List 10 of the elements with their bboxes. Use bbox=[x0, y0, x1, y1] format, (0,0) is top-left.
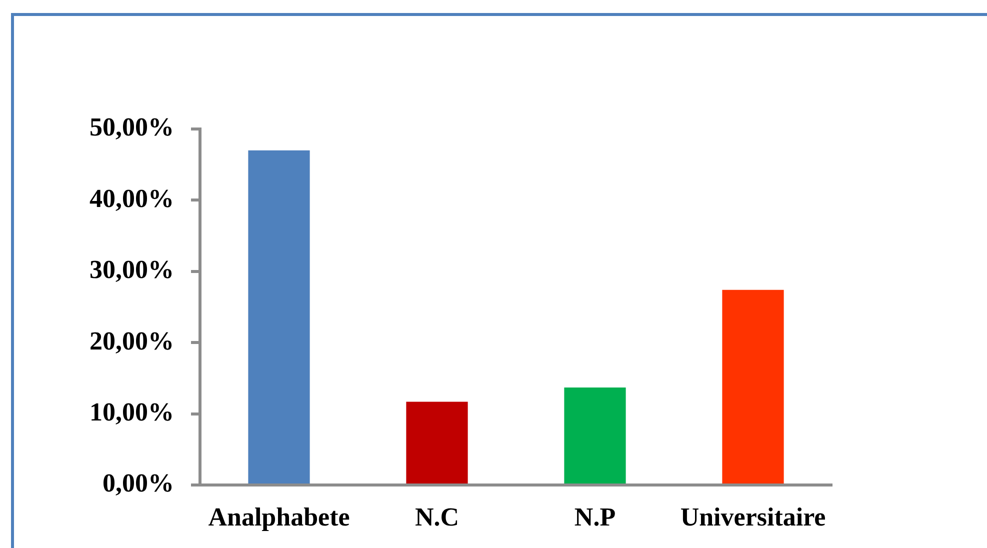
x-tick-label: N.P bbox=[574, 502, 616, 532]
y-tick-label: 0,00% bbox=[102, 468, 174, 498]
y-tick-label: 20,00% bbox=[90, 326, 174, 356]
x-tick-label: Universitaire bbox=[680, 502, 826, 532]
y-tick-label: 30,00% bbox=[90, 255, 174, 284]
y-tick-label: 50,00% bbox=[90, 112, 174, 142]
x-tick-label: N.C bbox=[414, 502, 460, 532]
x-tick-label: Analphabete bbox=[208, 502, 350, 532]
y-tick-label: 40,00% bbox=[90, 184, 174, 213]
y-tick-label: 10,00% bbox=[90, 398, 174, 427]
